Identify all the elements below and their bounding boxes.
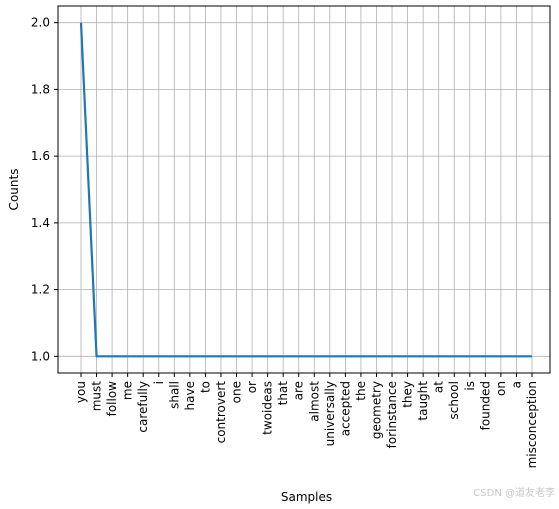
y-tick-label: 1.8: [31, 82, 50, 96]
x-tick-label: they: [401, 381, 415, 408]
x-tick-label: i: [152, 381, 166, 384]
x-axis: you must follow me carefully i shall have to cont…: [74, 373, 539, 468]
x-tick-label: on: [494, 381, 508, 396]
x-tick-label: me: [121, 381, 135, 400]
x-tick-label: twoideas: [261, 381, 275, 435]
watermark: CSDN @道友老李: [473, 488, 555, 499]
x-tick-label: that: [276, 381, 290, 406]
series-layer: [79, 22, 532, 358]
y-tick-label: 1.0: [31, 349, 50, 363]
x-tick-label: follow: [105, 381, 119, 417]
y-tick-label: 1.4: [31, 216, 50, 230]
y-tick-label: 2.0: [31, 16, 50, 30]
grid-layer: [58, 6, 550, 373]
plot-frame: [57, 5, 551, 374]
x-tick-label: to: [198, 381, 212, 393]
x-tick-label: misconception: [525, 381, 539, 468]
x-tick-label: have: [183, 381, 197, 410]
x-tick-label: a: [509, 381, 523, 388]
series-line: [79, 22, 532, 358]
x-tick-label: universally: [323, 381, 337, 446]
y-axis: 1.0 1.2 1.4 1.6 1.8 2.0: [31, 16, 58, 363]
x-tick-label: must: [90, 381, 104, 412]
x-axis-label: Samples: [281, 490, 332, 504]
x-tick-label: one: [230, 381, 244, 403]
x-tick-label: almost: [307, 381, 321, 422]
x-tick-label: is: [463, 381, 477, 391]
x-tick-label: carefully: [136, 381, 150, 433]
x-tick-label: accepted: [338, 381, 352, 436]
x-tick-label: shall: [167, 381, 181, 409]
y-tick-label: 1.2: [31, 283, 50, 297]
y-axis-label: Counts: [7, 169, 21, 211]
x-tick-label: forinstance: [385, 381, 399, 448]
x-tick-label: the: [354, 381, 368, 401]
x-tick-label: school: [447, 381, 461, 419]
x-tick-label: founded: [478, 381, 492, 430]
x-tick-label: are: [292, 381, 306, 400]
x-tick-label: geometry: [369, 381, 383, 439]
x-tick-label: at: [432, 381, 446, 393]
x-tick-label: or: [245, 381, 259, 393]
x-tick-label: you: [74, 381, 88, 403]
x-tick-label: taught: [416, 381, 430, 421]
x-tick-label: controvert: [214, 381, 228, 444]
y-tick-label: 1.6: [31, 149, 50, 163]
